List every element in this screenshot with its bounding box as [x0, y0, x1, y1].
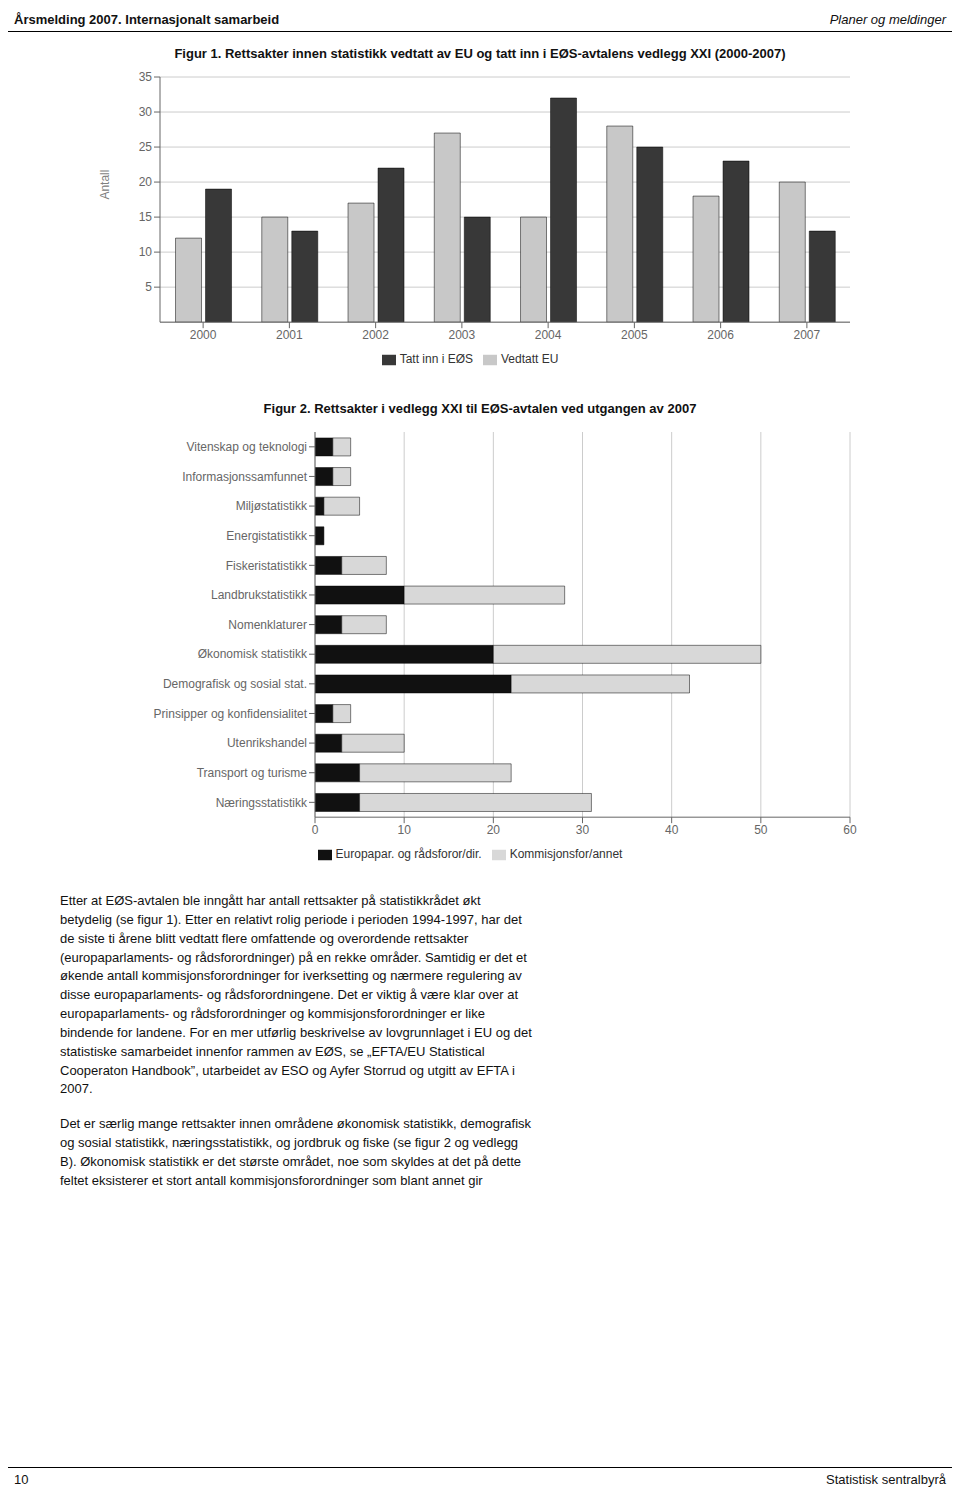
- html-text:statistiske samarbeidet innenf: statistiske samarbeidet innenfor rammen …: [60, 1043, 485, 1059]
- svg-text:30: 30: [576, 823, 590, 837]
- html-text:økende antall kommisjonsforord: økende antall kommisjonsforordninger for…: [60, 968, 522, 984]
- html-text:disse europaparlaments- og råd: disse europaparlaments- og rådsforordnin…: [60, 987, 519, 1003]
- svg-text:2007: 2007: [794, 328, 821, 342]
- svg-text:Prinsipper og konfidensialitet: Prinsipper og konfidensialitet: [154, 707, 308, 721]
- html-text:og sosial statistikk, næringss: og sosial statistikk, næringsstatistikk,…: [60, 1135, 519, 1151]
- svg-text:Nomenklaturer: Nomenklaturer: [228, 618, 307, 632]
- html-text:Det er særlig mange rettsakter: Det er særlig mange rettsakter innen omr…: [60, 1116, 532, 1132]
- svg-text:2000: 2000: [190, 328, 217, 342]
- svg-text:Økonomisk statistikk: Økonomisk statistikk: [198, 647, 308, 661]
- html-text:Planer og meldinger: Planer og meldinger: [829, 12, 946, 27]
- svg-text:60: 60: [843, 823, 857, 837]
- svg-text:2003: 2003: [449, 328, 476, 342]
- html-text:(europaparlaments- og rådsforo: (europaparlaments- og rådsforordninger) …: [60, 949, 527, 965]
- html-text:B). Økonomisk statistikk er de: B). Økonomisk statistikk er det største …: [60, 1154, 521, 1169]
- svg-text:Energistatistikk: Energistatistikk: [226, 529, 308, 543]
- html-text:Figur 1. Rettsakter innen stat: Figur 1. Rettsakter innen statistikk ved…: [174, 46, 786, 61]
- svg-text:50: 50: [754, 823, 768, 837]
- html-text:Europapar. og rådsforor/dir.: Europapar. og rådsforor/dir.: [335, 847, 482, 862]
- svg-text:Informasjonssamfunnet: Informasjonssamfunnet: [182, 470, 307, 484]
- html-text:Tatt inn i EØS: Tatt inn i EØS: [399, 352, 473, 367]
- svg-text:10: 10: [397, 823, 411, 837]
- html-text:2007.: 2007.: [60, 1081, 93, 1097]
- html-text:Kommisjonsfor/annet: Kommisjonsfor/annet: [509, 847, 623, 862]
- svg-text:Fiskeristatistikk: Fiskeristatistikk: [226, 559, 308, 573]
- svg-text:Næringsstatistikk: Næringsstatistikk: [216, 796, 308, 810]
- svg-text:Miljøstatistikk: Miljøstatistikk: [236, 499, 308, 513]
- svg-text:30: 30: [139, 105, 153, 119]
- html-text:Etter at EØS-avtalen ble inngå: Etter at EØS-avtalen ble inngått har ant…: [60, 893, 481, 908]
- html-text:Statistisk sentralbyrå: Statistisk sentralbyrå: [826, 1472, 946, 1487]
- svg-text:Transport og turisme: Transport og turisme: [197, 766, 308, 780]
- html-text:10: 10: [14, 1472, 29, 1487]
- svg-text:2001: 2001: [276, 328, 303, 342]
- svg-text:20: 20: [487, 823, 501, 837]
- svg-text:25: 25: [139, 140, 153, 154]
- svg-text:Landbrukstatistikk: Landbrukstatistikk: [211, 588, 308, 602]
- svg-text:40: 40: [665, 823, 679, 837]
- svg-text:0: 0: [312, 823, 319, 837]
- html-text:bindende for landene. For en m: bindende for landene. For en mer utførli…: [60, 1024, 532, 1040]
- html-text:Figur 2. Rettsakter i vedlegg: Figur 2. Rettsakter i vedlegg XXI til EØ…: [263, 401, 697, 416]
- svg-text:2006: 2006: [707, 328, 734, 342]
- svg-text:Vitenskap og teknologi: Vitenskap og teknologi: [186, 440, 307, 454]
- svg-text:2004: 2004: [535, 328, 562, 342]
- svg-text:Demografisk og sosial stat.: Demografisk og sosial stat.: [163, 677, 307, 691]
- html-text:de siste ti årene blitt vedtat: de siste ti årene blitt vedtatt flere om…: [60, 930, 469, 946]
- html-text:betydelig (se figur 1). Etter: betydelig (se figur 1). Etter en relativ…: [60, 911, 522, 927]
- svg-text:20: 20: [139, 175, 153, 189]
- svg-text:Utenrikshandel: Utenrikshandel: [227, 736, 307, 750]
- html-text:Vedtatt EU: Vedtatt EU: [501, 352, 559, 367]
- svg-text:15: 15: [139, 210, 153, 224]
- svg-text:10: 10: [139, 245, 153, 259]
- html-text:Cooperaton Handbook”, utarbeid: Cooperaton Handbook”, utarbeidet av ESO …: [60, 1062, 515, 1078]
- svg-text:Antall: Antall: [98, 170, 112, 200]
- html-text:europaparlaments- og rådsforor: europaparlaments- og rådsforordninger og…: [60, 1006, 485, 1022]
- html-text:Årsmelding 2007. Internasjonal: Årsmelding 2007. Internasjonalt samarbei…: [14, 12, 280, 27]
- svg-text:2005: 2005: [621, 328, 648, 342]
- html-text:feltet eksisterer et stort ant: feltet eksisterer et stort antall kommis…: [60, 1172, 483, 1188]
- svg-text:35: 35: [139, 70, 153, 84]
- svg-text:5: 5: [145, 280, 152, 294]
- svg-text:2002: 2002: [362, 328, 389, 342]
